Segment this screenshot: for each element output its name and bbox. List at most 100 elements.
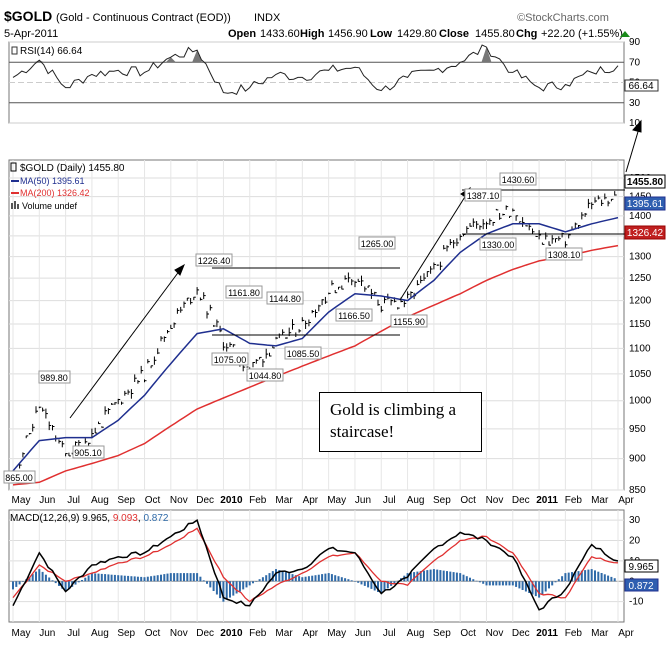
trend-arrow-head-1: [174, 263, 185, 276]
x-axis-label: 2010: [220, 495, 243, 506]
price-tick-label: 1050: [629, 369, 652, 380]
macd-hist-bar: [501, 581, 504, 586]
macd-hist-bar: [212, 581, 215, 591]
x-axis-label: May: [327, 495, 346, 506]
macd-hist-bar: [298, 576, 301, 582]
x-axis-label: Sep: [117, 628, 135, 639]
signal-line: [12, 527, 619, 603]
macd-hist-bar: [498, 581, 501, 586]
candle-legend-icon: [10, 162, 17, 172]
macd-hist-bar: [252, 581, 254, 584]
macd-hist-bar: [104, 574, 107, 582]
svg-text:1044.80: 1044.80: [249, 371, 282, 381]
macd-hist-bar: [574, 571, 577, 582]
x-axis-label: Apr: [303, 495, 319, 506]
macd-hist-bar: [521, 581, 524, 590]
macd-hist-bar: [505, 581, 508, 586]
stockcharts-logo: ©StockCharts.com: [517, 12, 609, 24]
macd-legend: MACD(12,26,9) 9.965, 9.093, 0.872: [10, 513, 169, 524]
x-axis-label: Nov: [486, 628, 504, 639]
macd-hist-bar: [156, 575, 159, 582]
close-price-badge: 1455.80: [624, 174, 666, 189]
macd-hist-bar: [87, 575, 90, 582]
price-label: 1330.00: [479, 237, 517, 251]
price-tick-label: 1300: [629, 252, 652, 263]
price-label: 1144.80: [266, 291, 304, 305]
macd-hist-bar: [271, 571, 274, 582]
macd-hist-bar: [455, 572, 458, 582]
macd-hist-bar: [386, 581, 389, 589]
x-axis-label: May: [327, 628, 346, 639]
svg-text:1085.50: 1085.50: [287, 349, 320, 359]
x-axis-label: Nov: [170, 495, 188, 506]
macd-hist-bar: [301, 577, 304, 582]
rsi-value-badge: 66.64: [624, 79, 659, 92]
x-axis-label: Jun: [355, 628, 371, 639]
macd-hist-bar: [136, 576, 139, 582]
x-axis-label: Aug: [407, 495, 425, 506]
rsi-tick-label: 30: [629, 98, 641, 109]
x-axis-label: Aug: [407, 628, 425, 639]
rsi-line: [12, 44, 619, 95]
x-axis-label: May: [12, 628, 31, 639]
macd-hist-bar: [48, 577, 51, 582]
x-axis-label: Jun: [39, 495, 55, 506]
ma50-line: [12, 216, 619, 472]
svg-text:1330.00: 1330.00: [482, 240, 515, 250]
macd-hist-bar: [472, 579, 475, 582]
macd-hist-bar: [590, 569, 593, 582]
macd-hist-bar: [281, 571, 284, 582]
price-label: 1387.10: [464, 188, 502, 202]
macd-hist-bar: [222, 581, 225, 602]
x-axis-label: Apr: [618, 495, 634, 506]
low-label: Low: [370, 28, 392, 40]
macd-hist-bar: [340, 577, 343, 582]
macd-hist-bar: [54, 581, 57, 584]
macd-hist-bar: [426, 570, 429, 582]
macd-hist-bar: [344, 578, 347, 582]
x-axis-label: Oct: [145, 628, 161, 639]
macd-hist-bar: [183, 573, 185, 582]
price-label: 989.80: [38, 370, 71, 384]
macd-hist-bar: [436, 569, 439, 582]
macd-hist-bar: [176, 573, 179, 582]
x-axis-label: Jul: [67, 628, 80, 639]
macd-hist-bar: [288, 573, 291, 582]
macd-hist-bar: [192, 573, 195, 582]
close-label: Close: [439, 28, 469, 40]
x-axis-label: Mar: [275, 495, 293, 506]
x-axis-label: Feb: [249, 628, 267, 639]
macd-hist-bar: [120, 575, 123, 582]
macd-hist-bar: [166, 573, 169, 582]
macd-hist-bar: [564, 573, 567, 582]
trend-arrow-3: [625, 124, 641, 173]
macd-hist-bar: [294, 575, 297, 582]
macd-hist-bar: [58, 581, 60, 586]
x-axis-label: Sep: [433, 628, 451, 639]
macd-hist-bar: [245, 581, 248, 588]
trend-arrow-head-3: [632, 119, 642, 133]
price-tick-label: 1100: [629, 343, 651, 354]
macd-hist-bar: [317, 574, 320, 582]
macd-hist-bar: [64, 581, 67, 592]
x-axis-label: Oct: [460, 495, 476, 506]
macd-hist-bar: [538, 581, 541, 598]
price-label: 1085.50: [284, 346, 322, 360]
macd-hist-bar: [130, 576, 133, 582]
svg-text:0.872: 0.872: [628, 581, 653, 592]
rsi-legend-icon: [11, 46, 18, 55]
macd-hist-bar: [541, 581, 544, 595]
macd-hist-bar: [429, 569, 432, 582]
macd-hist-bar: [179, 573, 182, 582]
svg-text:1226.40: 1226.40: [198, 256, 231, 266]
macd-hist-bar: [202, 580, 205, 582]
chg-label: Chg: [516, 28, 537, 40]
macd-hist-bar: [508, 581, 511, 586]
macd-hist-bar: [531, 581, 534, 595]
macd-hist-bar: [515, 581, 518, 587]
x-axis-label: Dec: [196, 628, 214, 639]
macd-hist-bar: [416, 571, 419, 582]
macd-hist-bar: [482, 581, 485, 584]
price-tick-label: 850: [629, 485, 646, 496]
x-axis-label: Mar: [275, 628, 293, 639]
